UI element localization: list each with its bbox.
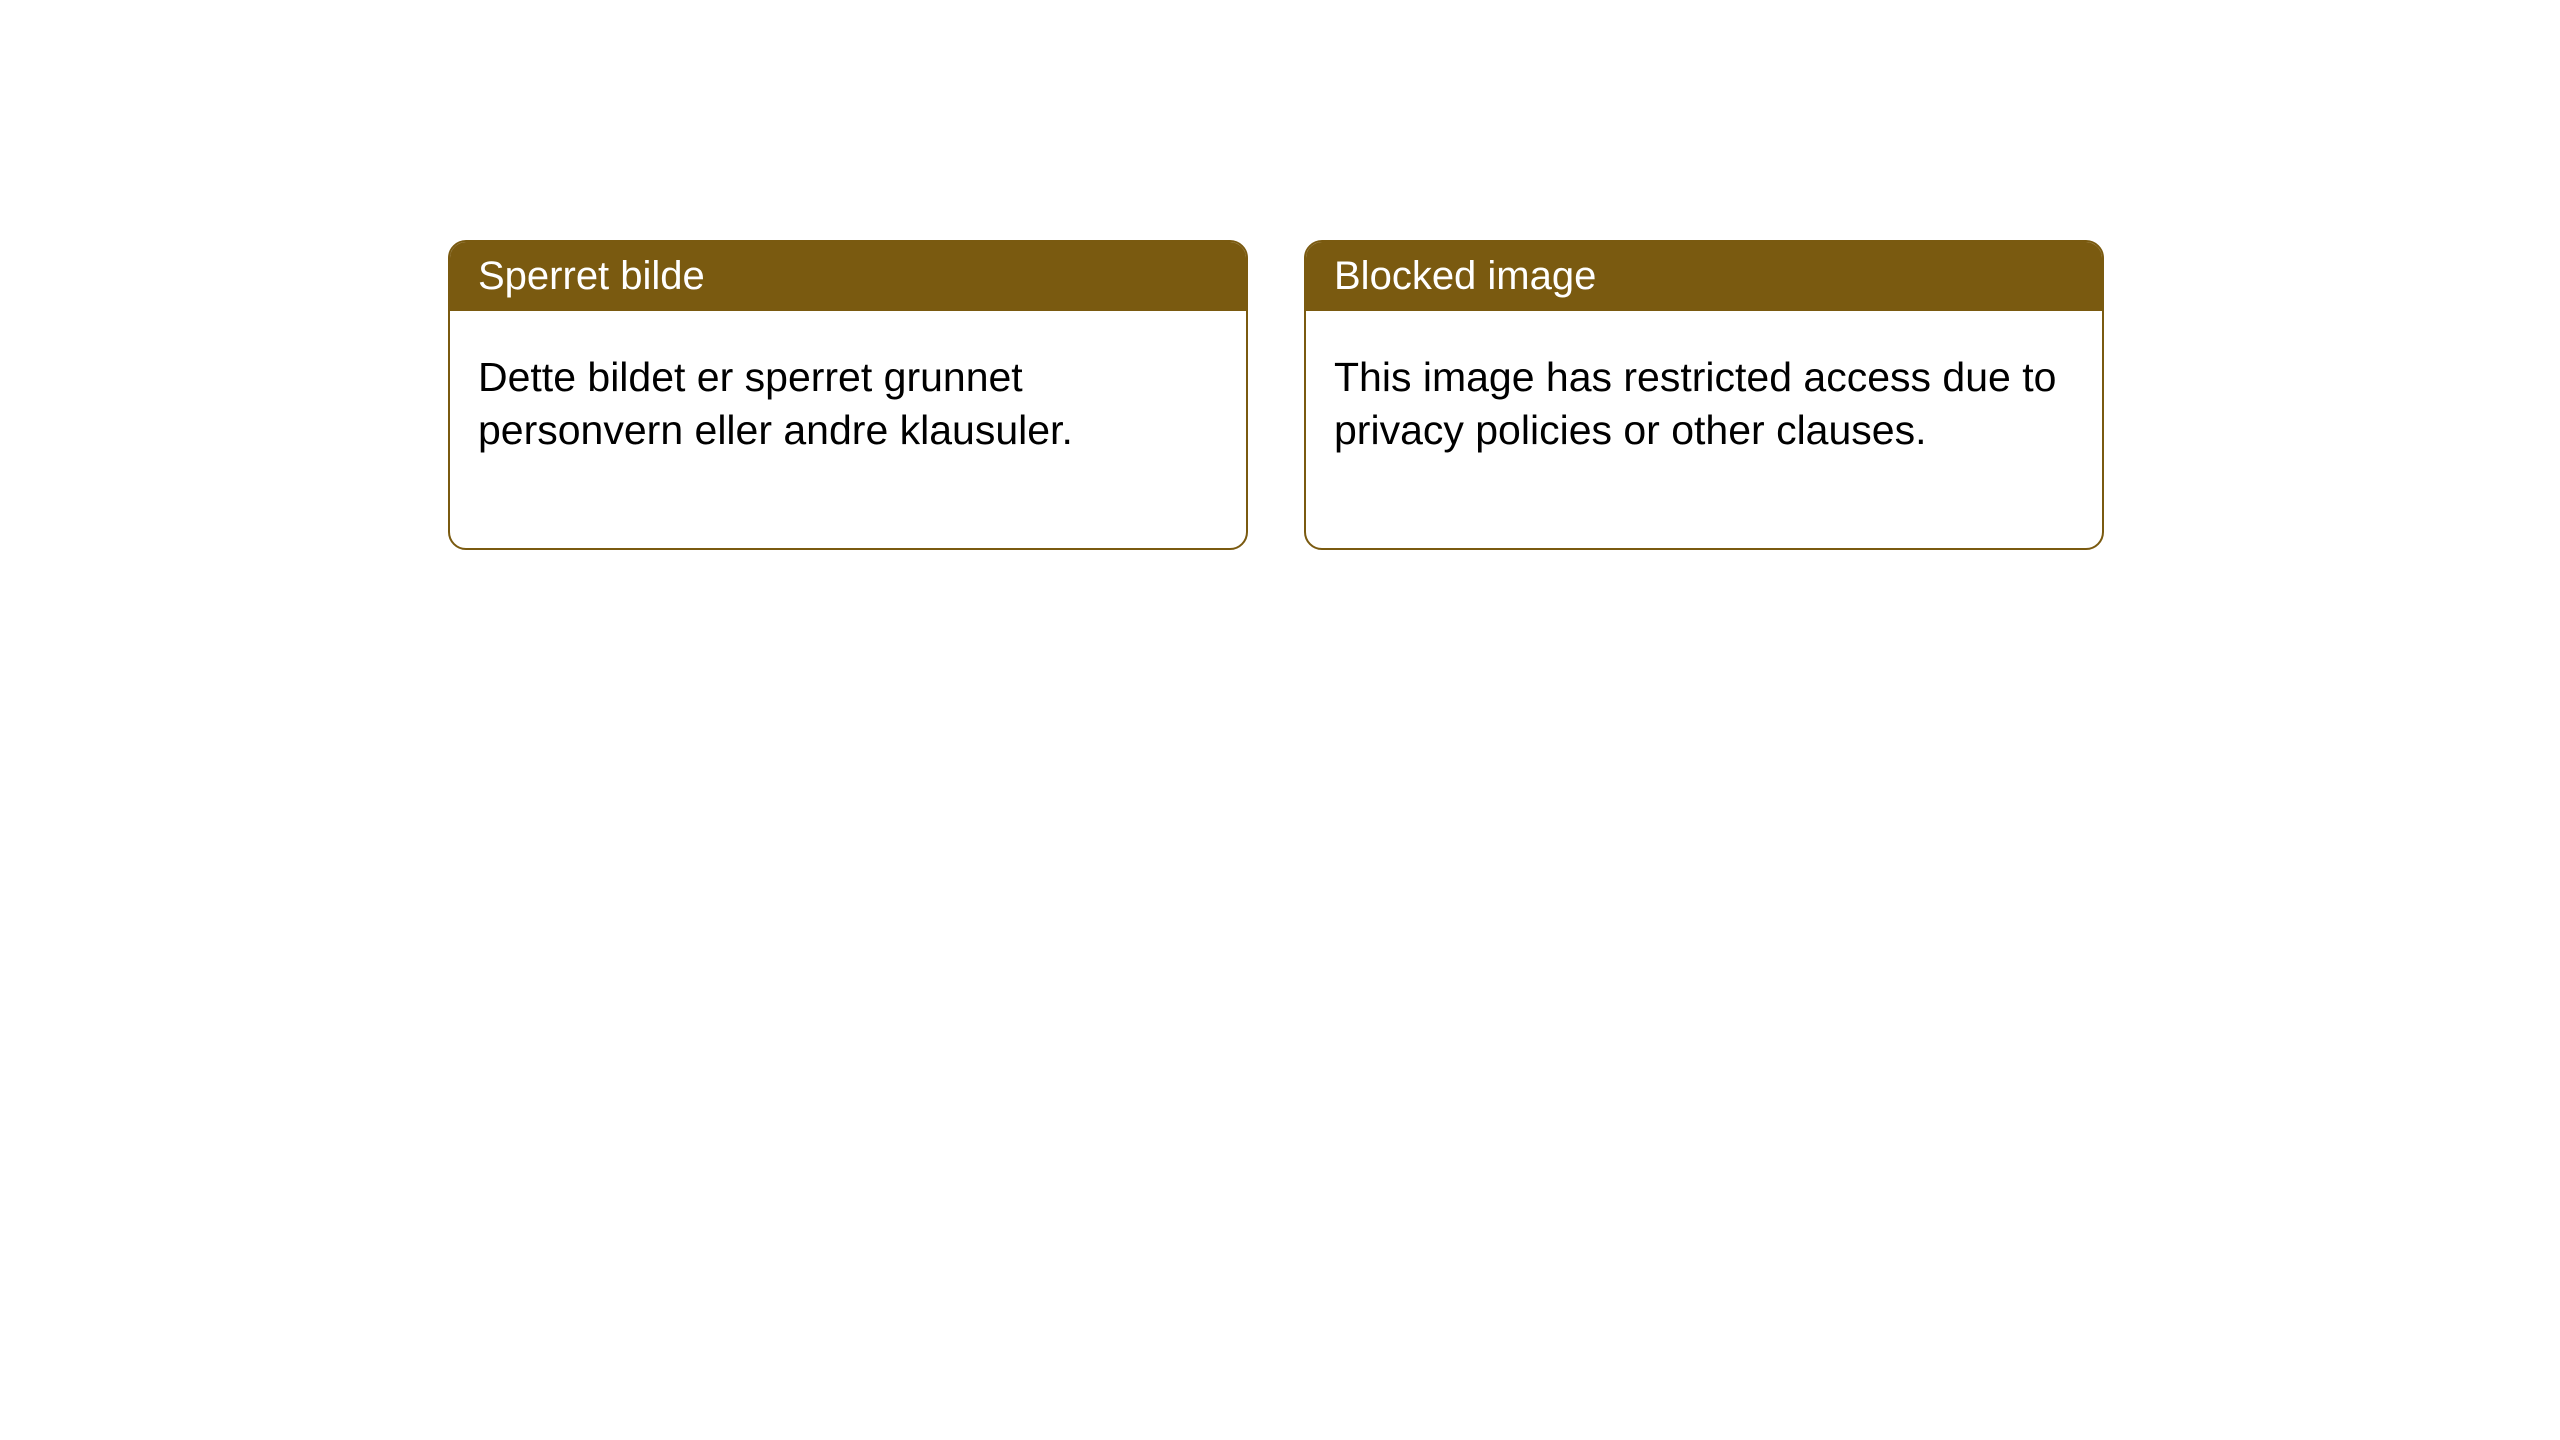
notice-box-english: Blocked image This image has restricted … [1304, 240, 2104, 550]
notice-body: Dette bildet er sperret grunnet personve… [450, 311, 1246, 548]
notice-body: This image has restricted access due to … [1306, 311, 2102, 548]
notice-body-text: Dette bildet er sperret grunnet personve… [478, 354, 1073, 453]
notice-box-norwegian: Sperret bilde Dette bildet er sperret gr… [448, 240, 1248, 550]
notice-header: Blocked image [1306, 242, 2102, 311]
notice-body-text: This image has restricted access due to … [1334, 354, 2056, 453]
notice-header: Sperret bilde [450, 242, 1246, 311]
notice-title: Sperret bilde [478, 254, 705, 298]
notice-container: Sperret bilde Dette bildet er sperret gr… [448, 240, 2104, 550]
notice-title: Blocked image [1334, 254, 1596, 298]
